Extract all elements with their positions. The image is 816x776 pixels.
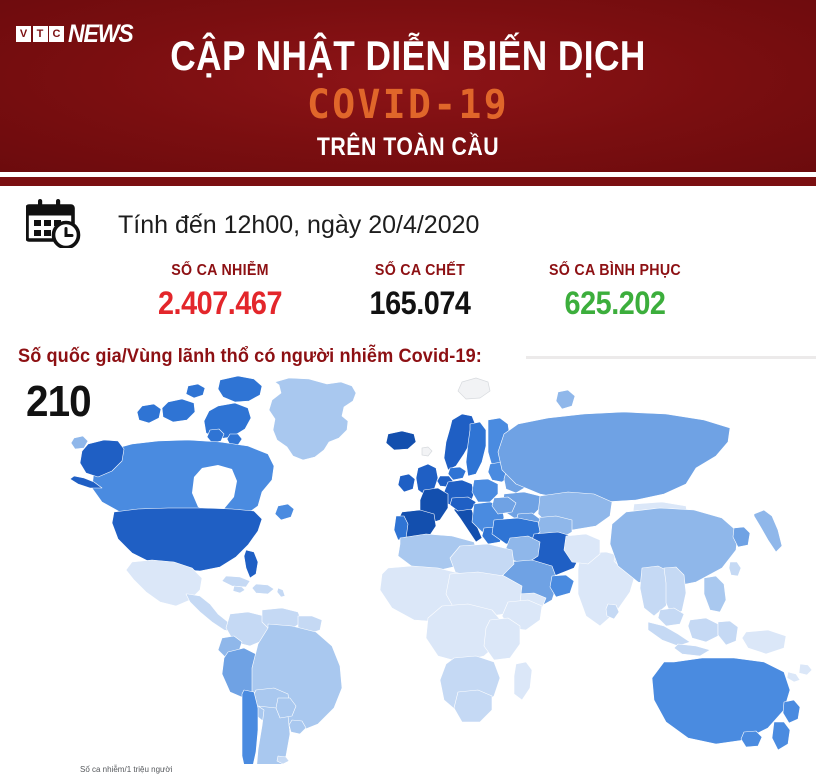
region-indonesia-sulawesi (717, 620, 739, 646)
region-madagascar (513, 661, 533, 701)
region-new-zealand-north (782, 699, 801, 724)
logo-letter-c: C (49, 26, 64, 42)
region-newfoundland (274, 503, 295, 521)
region-uruguay (288, 719, 307, 735)
region-australia (651, 657, 791, 745)
region-faroe (421, 446, 433, 457)
region-united-states (111, 507, 263, 572)
region-ellesmere (217, 375, 263, 403)
region-south-korea (732, 526, 751, 548)
calendar-clock-icon (25, 198, 82, 250)
region-myanmar-thailand (639, 565, 673, 617)
region-greenland (268, 377, 357, 461)
region-romania (491, 496, 517, 515)
country-count-value: 210 (26, 377, 92, 426)
region-indonesia-borneo (687, 617, 719, 643)
region-florida (243, 549, 259, 579)
country-count-label: Số quốc gia/Vùng lãnh thổ có người nhiễm… (18, 345, 482, 367)
stat-recovered-label: SỐ CA BÌNH PHỤC (549, 262, 681, 279)
stat-recovered: SỐ CA BÌNH PHỤC 625.202 (500, 262, 730, 322)
region-tasmania (740, 730, 763, 748)
stat-deaths-label: SỐ CA CHẾT (374, 262, 466, 279)
region-russia (497, 411, 731, 503)
logo-word-news: NEWS (67, 19, 134, 48)
stat-deaths-value: 165.074 (369, 285, 471, 321)
region-banks-island (136, 403, 162, 424)
logo-letter-v: V (16, 26, 31, 42)
vtc-news-logo[interactable]: V T C NEWS (16, 19, 138, 48)
region-denmark (447, 466, 467, 481)
region-sri-lanka (605, 603, 620, 620)
hudson-bay (192, 465, 237, 513)
region-arctic-islet-2 (206, 428, 225, 444)
region-switzerland-austria (449, 496, 477, 512)
region-pakistan-afghanistan (563, 533, 601, 565)
region-ireland (397, 473, 416, 493)
stat-cases: SỐ CA NHIỄM 2.407.467 (105, 262, 335, 322)
region-japan (753, 509, 783, 553)
region-vietnam-laos (663, 566, 687, 618)
region-sweden (465, 421, 487, 477)
last-updated-text: Tính đến 12h00, ngày 20/4/2020 (118, 211, 480, 239)
region-indonesia-sumatra (647, 621, 691, 647)
divider (526, 356, 816, 359)
region-hispaniola (251, 583, 275, 595)
region-uae-oman (549, 574, 575, 598)
region-alaska-islet (70, 435, 89, 450)
region-east-africa (483, 617, 521, 661)
stat-cases-label: SỐ CA NHIỄM (171, 262, 269, 279)
region-papua-new-guinea (741, 629, 787, 655)
header-banner: V T C NEWS CẬP NHẬT DIỄN BIẾN DỊCH COVID… (0, 0, 816, 172)
world-choropleth-map (70, 372, 816, 764)
region-taiwan (728, 561, 742, 577)
region-cuba (221, 575, 251, 588)
region-philippines (703, 575, 727, 613)
region-alaska (79, 439, 125, 478)
region-indonesia-java (673, 643, 711, 657)
statistics-row: SỐ CA NHIỄM 2.407.467 SỐ CA CHẾT 165.074… (0, 262, 816, 330)
logo-letter-t: T (32, 26, 48, 42)
stat-cases-value: 2.407.467 (157, 285, 283, 321)
region-arctic-islet-1 (185, 383, 206, 399)
region-iceland (385, 430, 417, 451)
header-title-covid19: COVID-19 (306, 82, 510, 128)
header-title-line1: CẬP NHẬT DIỄN BIẾN DỊCH (170, 32, 646, 79)
region-new-zealand-south (771, 721, 791, 751)
region-portugal (393, 515, 409, 541)
map-legend-caption: Số ca nhiễm/1 triệu người (80, 765, 173, 774)
region-paraguay (275, 697, 297, 719)
region-aleutians (70, 475, 103, 489)
region-malaysia (657, 607, 685, 627)
stat-deaths: SỐ CA CHẾT 165.074 (330, 262, 510, 322)
region-victoria-island (161, 398, 196, 423)
region-falklands (276, 755, 290, 764)
region-lesser-antilles (276, 587, 286, 598)
region-fiji (798, 663, 813, 676)
stat-recovered-value: 625.202 (564, 285, 666, 321)
region-svalbard (457, 377, 491, 400)
region-central-africa (425, 603, 505, 663)
region-chile (241, 689, 259, 764)
region-jamaica (232, 585, 246, 594)
header-title-line3: TRÊN TOÀN CẦU (316, 133, 500, 161)
region-new-caledonia (786, 671, 801, 683)
header-accent-stripe (0, 177, 816, 186)
region-norway (443, 413, 477, 471)
region-south-africa (453, 689, 493, 723)
region-novaya-zemlya (555, 389, 576, 410)
